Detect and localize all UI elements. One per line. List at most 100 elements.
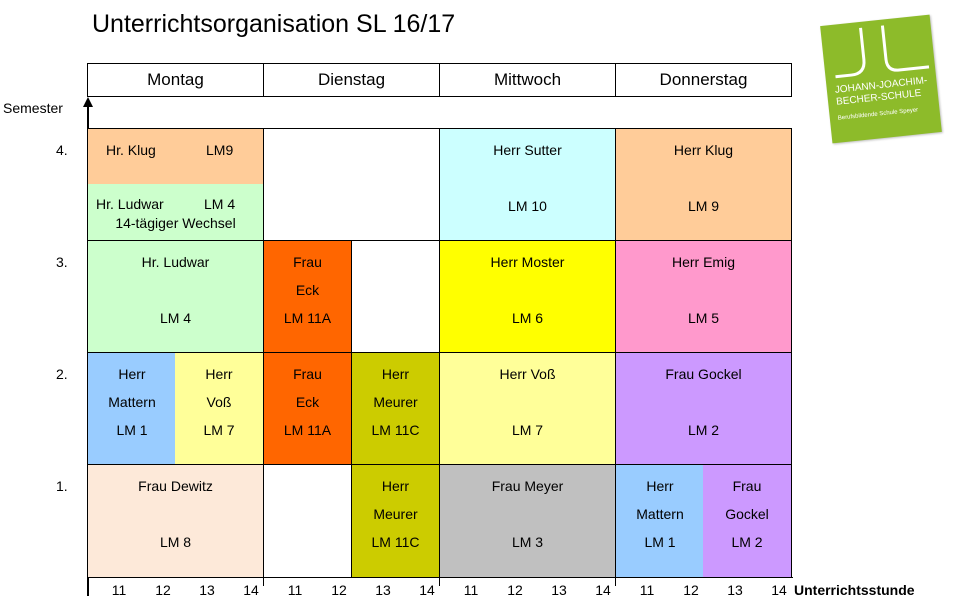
day-header-thursday: Donnerstag	[615, 63, 792, 97]
x-tick-label: 13	[551, 582, 567, 598]
module-label: LM 7	[203, 422, 235, 438]
schedule-cell-empty	[351, 240, 440, 353]
y-axis-label: Semester	[3, 100, 63, 116]
schedule-cell: Herr Klug LM 9	[615, 128, 792, 241]
semester-label-2: 2.	[56, 366, 68, 382]
schedule-cell: Herr Voß LM 7	[439, 352, 616, 465]
module-label: LM 9	[687, 198, 720, 214]
teacher-name: Voß	[206, 394, 232, 410]
module-label: LM 2	[687, 422, 720, 438]
module-label: LM 11A	[283, 310, 332, 326]
schedule-cell: Herr Voß LM 7	[175, 352, 264, 465]
x-tick-label: 14	[595, 582, 611, 598]
x-tick-label: 11	[111, 582, 127, 598]
school-logo: JOHANN-JOACHIM- BECHER-SCHULE Berufsbild…	[820, 14, 942, 144]
x-tick-label: 14	[243, 582, 259, 598]
schedule-cell: Hr. Ludwar LM 4	[87, 240, 264, 353]
teacher-name: Hr. Ludwar	[141, 254, 210, 270]
schedule-cell: Herr Moster LM 6	[439, 240, 616, 353]
x-tick-label: 12	[683, 582, 699, 598]
teacher-title: Herr	[118, 366, 146, 382]
semester-label-4: 4.	[56, 142, 68, 158]
teacher-name: Mattern	[636, 506, 684, 522]
teacher-name: Meurer	[373, 506, 418, 522]
module-label: LM9	[206, 142, 234, 158]
schedule-note: 14-tägiger Wechsel	[115, 215, 236, 231]
x-tick-label: 12	[155, 582, 171, 598]
x-axis-line	[87, 577, 793, 578]
schedule-cell: Frau Eck LM 11A	[263, 240, 352, 353]
x-tick-mark	[263, 578, 264, 586]
module-label: LM 11C	[371, 422, 420, 438]
teacher-name: Eck	[295, 394, 320, 410]
module-label: LM 2	[731, 534, 763, 550]
teacher-title: Herr	[381, 366, 410, 382]
teacher-name: Mattern	[108, 394, 156, 410]
x-tick-label: 11	[639, 582, 655, 598]
schedule-cell: Frau Dewitz LM 8	[87, 464, 264, 578]
schedule-cell: Frau Gockel LM 2	[615, 352, 792, 465]
teacher-name: Meurer	[373, 394, 418, 410]
page-title: Unterrichtsorganisation SL 16/17	[92, 10, 456, 38]
module-label: LM 1	[116, 422, 148, 438]
schedule-cell: Frau Gockel LM 2	[703, 464, 792, 578]
semester-label-1: 1.	[56, 478, 68, 494]
module-label: LM 6	[511, 310, 544, 326]
schedule-cell: Herr Sutter LM 10	[439, 128, 616, 241]
module-label: LM 4	[204, 196, 236, 212]
teacher-name: Hr. Klug	[106, 142, 156, 158]
teacher-name: Frau Dewitz	[138, 478, 213, 494]
logo-mark-icon	[835, 25, 930, 79]
module-label: LM 3	[511, 534, 544, 550]
module-label: LM 11A	[283, 422, 332, 438]
x-tick-label: 12	[331, 582, 347, 598]
schedule-cell: Herr Emig LM 5	[615, 240, 792, 353]
day-header-wednesday: Mittwoch	[439, 63, 616, 97]
semester-label-3: 3.	[56, 254, 68, 270]
x-tick-label: 11	[463, 582, 479, 598]
module-label: LM 7	[511, 422, 544, 438]
x-tick-label: 13	[375, 582, 391, 598]
teacher-name: Hr. Ludwar	[96, 196, 164, 212]
day-header-monday: Montag	[87, 63, 264, 97]
x-tick-label: 14	[419, 582, 435, 598]
teacher-name: Herr Klug	[673, 142, 734, 158]
schedule-cell-empty	[263, 464, 352, 578]
schedule-cell: Herr Meurer LM 11C	[351, 464, 440, 578]
x-axis-label: Unterrichtsstunde	[794, 582, 915, 598]
x-tick-mark	[439, 578, 440, 586]
schedule-cell: Frau Eck LM 11A	[263, 352, 352, 465]
teacher-title: Frau	[293, 366, 322, 382]
arrow-up-icon	[83, 97, 93, 107]
teacher-name: Herr Moster	[490, 254, 565, 270]
schedule-cell: Hr. Klug LM9	[87, 128, 264, 185]
schedule-cell: Frau Meyer LM 3	[439, 464, 616, 578]
x-tick-mark	[615, 578, 616, 586]
teacher-title: Herr	[646, 478, 674, 494]
x-tick-mark	[87, 578, 88, 586]
schedule-cell: Herr Mattern LM 1	[615, 464, 704, 578]
module-label: LM 11C	[371, 534, 420, 550]
teacher-name: Gockel	[725, 506, 769, 522]
x-tick-label: 14	[771, 582, 787, 598]
teacher-name: Herr Voß	[499, 366, 556, 382]
module-label: LM 10	[508, 198, 547, 214]
teacher-name: Eck	[295, 282, 320, 298]
teacher-name: Herr Sutter	[493, 142, 562, 158]
logo-text-3: Berufsbildende Schule Speyer	[837, 107, 919, 122]
teacher-name: Frau Meyer	[491, 478, 564, 494]
schedule-cell: Hr. Ludwar LM 4 14-tägiger Wechsel	[87, 184, 264, 241]
schedule-cell: Herr Mattern LM 1	[87, 352, 176, 465]
teacher-name: Frau Gockel	[665, 366, 742, 382]
module-label: LM 4	[159, 310, 192, 326]
module-label: LM 1	[644, 534, 676, 550]
x-tick-label: 13	[727, 582, 743, 598]
module-label: LM 5	[687, 310, 720, 326]
teacher-title: Frau	[293, 254, 322, 270]
x-tick-label: 11	[287, 582, 303, 598]
teacher-title: Herr	[205, 366, 233, 382]
teacher-name: Herr Emig	[671, 254, 735, 270]
schedule-cell-empty	[263, 128, 440, 241]
x-tick-label: 12	[507, 582, 523, 598]
teacher-title: Herr	[381, 478, 410, 494]
